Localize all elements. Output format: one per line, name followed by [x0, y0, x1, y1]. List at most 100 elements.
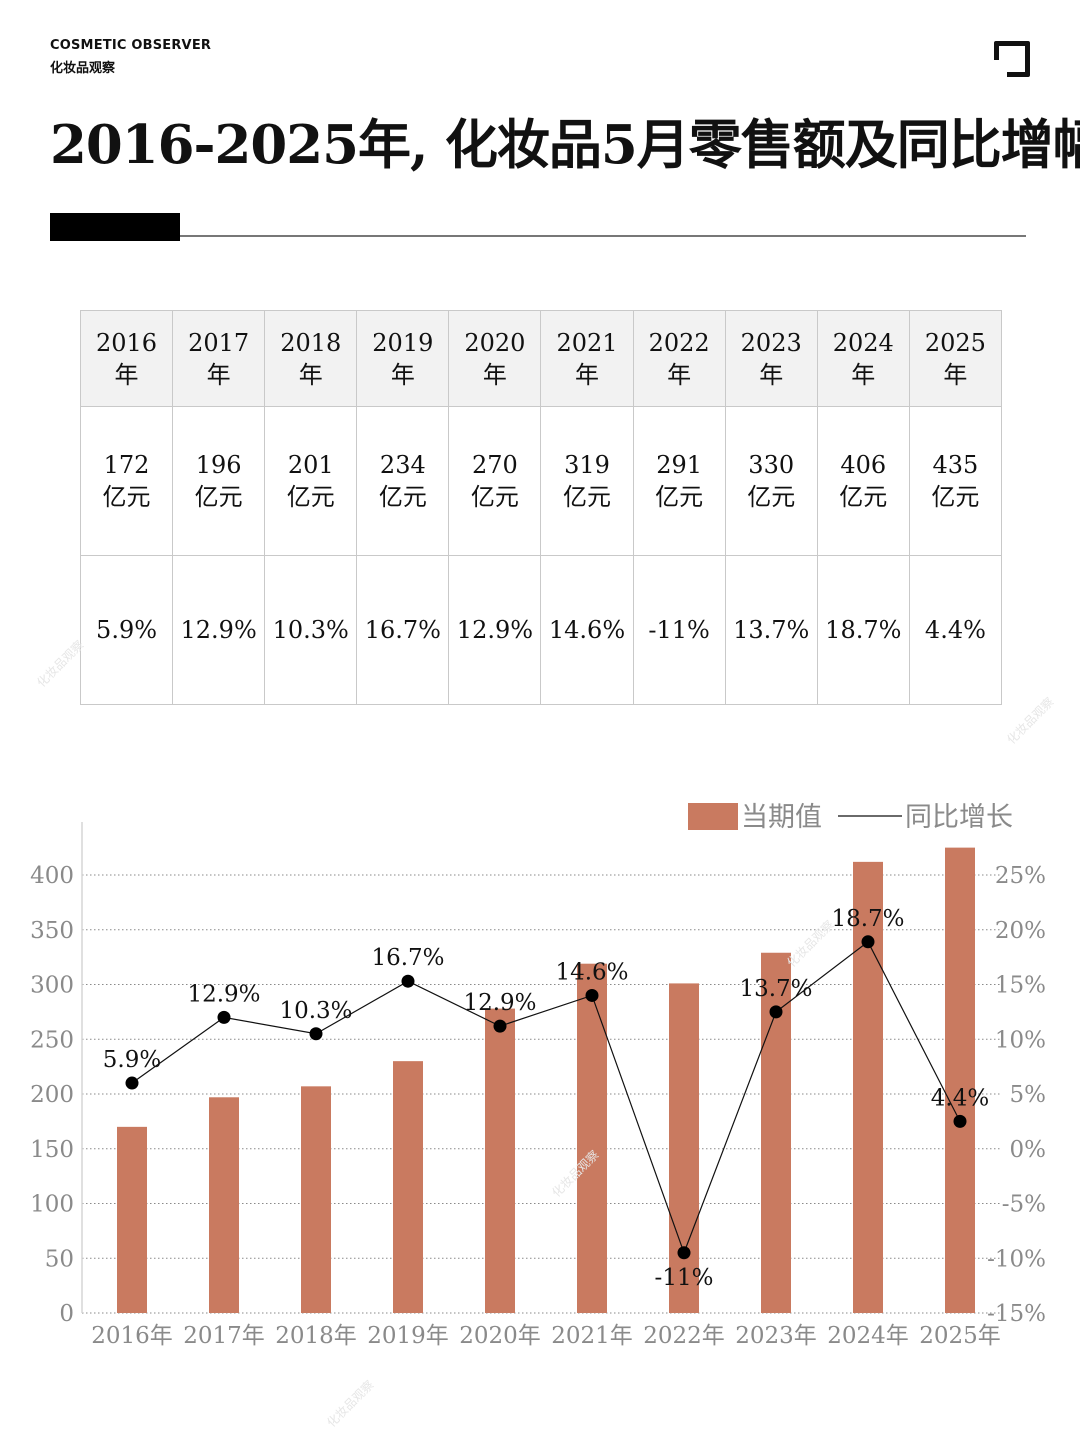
table-sales-row: 172 亿元 196 亿元 201 亿元 234 亿元 270 亿元 319 亿元 291 亿元 330 亿元…: [79, 406, 1003, 556]
bar: [117, 1126, 147, 1313]
title-underline-block: [50, 213, 180, 241]
table-sales-cell: 435 亿元: [908, 406, 1003, 556]
legend-label-bar: 当期值: [741, 802, 822, 833]
right-axis-tick-label: 0%: [1010, 1137, 1047, 1163]
table-year-unit: 年: [114, 360, 139, 389]
growth-data-label: 14.6%: [555, 959, 628, 985]
table-year-value: 2016: [96, 328, 158, 357]
x-axis-tick-label: 2016年: [91, 1323, 173, 1349]
table-year-cell: 2025 年: [908, 310, 1003, 407]
table-growth-cell: 14.6%: [540, 555, 634, 705]
growth-point: [769, 1005, 783, 1019]
growth-point: [493, 1019, 507, 1033]
table-sales-value: 172: [103, 451, 150, 479]
table-growth-cell: 13.7%: [724, 555, 818, 705]
table-growth-cell: 12.9%: [448, 555, 542, 705]
growth-point: [585, 988, 599, 1002]
x-axis-tick-label: 2025年: [919, 1323, 1001, 1349]
table-year-cell: 2017 年: [172, 310, 266, 407]
table-sales-cell: 291 亿元: [632, 406, 726, 556]
table-year-cell: 2018 年: [264, 310, 358, 407]
table-growth-cell: 18.7%: [816, 555, 910, 705]
table-year-value: 2022: [648, 328, 710, 357]
table-sales-unit: 亿元: [194, 483, 243, 511]
left-axis-tick-label: 250: [30, 1027, 74, 1053]
table-year-cell: 2019 年: [356, 310, 450, 407]
table-sales-unit: 亿元: [286, 483, 335, 511]
chart: 5.9% 12.9% 10.3% 16.7% 12.9% 14.6% -11% 13.7% 18…: [30, 802, 1046, 1349]
table-sales-cell: 270 亿元: [448, 406, 542, 556]
table-sales-value: 406: [840, 451, 887, 479]
table-year-unit: 年: [482, 360, 507, 389]
table-year-value: 2019: [372, 328, 434, 357]
x-axis-tick-label: 2019年: [367, 1323, 449, 1349]
right-axis-tick-label: -5%: [1002, 1192, 1046, 1218]
table-sales-unit: 亿元: [378, 483, 427, 511]
bar: [945, 847, 975, 1313]
x-axis-tick-label: 2020年: [459, 1323, 541, 1349]
table-sales-value: 201: [287, 451, 334, 479]
table-year-cell: 2022 年: [632, 310, 726, 407]
table-sales-unit: 亿元: [747, 483, 796, 511]
right-axis-tick-label: -10%: [987, 1246, 1046, 1272]
left-axis-tick-label: 100: [30, 1192, 74, 1218]
left-axis-tick-label: 0: [59, 1301, 74, 1327]
x-axis-ticks: 2016年 2017年 2018年 2019年 2020年 2021年 2022年 2023年…: [91, 1323, 1001, 1349]
table-growth-cell: 4.4%: [908, 555, 1003, 705]
table-sales-cell: 172 亿元: [79, 406, 174, 556]
growth-data-label: 12.9%: [187, 981, 260, 1007]
left-axis-tick-label: 350: [30, 918, 74, 944]
table-year-value: 2024: [832, 328, 894, 357]
bar-series: [117, 847, 975, 1313]
bar: [209, 1097, 239, 1313]
left-axis-tick-label: 50: [45, 1246, 74, 1272]
table-sales-unit: 亿元: [655, 483, 704, 511]
table-sales-value: 319: [564, 451, 610, 479]
growth-data-label: -11%: [655, 1265, 714, 1291]
data-table: 2016 年 2017 年 2018 年 2019 年 2020 年 2021 年 2022 年 2023 年…: [79, 310, 1003, 705]
table-sales-value: 435: [932, 451, 979, 479]
chart-legend: 当期值 同比增长: [688, 802, 1013, 833]
line-series: 5.9% 12.9% 10.3% 16.7% 12.9% 14.6% -11% 13.7% 18…: [103, 906, 989, 1291]
growth-data-label: 10.3%: [279, 998, 352, 1024]
growth-point: [861, 935, 875, 949]
table-year-unit: 年: [206, 360, 231, 389]
table-sales-cell: 196 亿元: [172, 406, 266, 556]
table-year-cell: 2021 年: [540, 310, 634, 407]
title-underline-rule: [180, 235, 1026, 237]
growth-point: [677, 1246, 691, 1260]
table-year-unit: 年: [943, 360, 968, 389]
brand-name-en: COSMETIC OBSERVER: [50, 38, 212, 53]
table-growth-cell: 16.7%: [356, 555, 450, 705]
growth-data-label: 4.4%: [931, 1085, 989, 1111]
bar: [669, 983, 699, 1313]
table-growth-cell: 5.9%: [79, 555, 174, 705]
growth-data-label: 12.9%: [463, 990, 536, 1016]
right-axis-tick-label: 15%: [995, 973, 1046, 999]
table-year-unit: 年: [759, 360, 784, 389]
growth-point: [401, 974, 415, 988]
left-axis-tick-label: 300: [30, 973, 74, 999]
table-sales-unit: 亿元: [931, 483, 980, 511]
table-year-unit: 年: [667, 360, 692, 389]
table-sales-value: 234: [379, 451, 426, 479]
right-axis-tick-label: 10%: [995, 1027, 1046, 1053]
growth-point: [953, 1114, 967, 1128]
right-axis-ticks: -15% -10% -5% 0% 5% 10% 15% 20% 25%: [987, 863, 1046, 1327]
x-axis-tick-label: 2017年: [183, 1323, 265, 1349]
table-header-row: 2016 年 2017 年 2018 年 2019 年 2020 年 2021 年 2022 年 2023 年…: [79, 310, 1003, 407]
table-sales-unit: 亿元: [563, 483, 612, 511]
table-year-value: 2020: [464, 328, 526, 357]
table-sales-value: 330: [748, 451, 795, 479]
growth-data-label: 16.7%: [371, 945, 444, 971]
table-sales-unit: 亿元: [470, 483, 519, 511]
table-year-unit: 年: [390, 360, 415, 389]
table-year-value: 2025: [924, 328, 986, 357]
bar: [577, 963, 607, 1313]
table-year-value: 2017: [188, 328, 250, 357]
growth-data-label: 5.9%: [103, 1047, 161, 1073]
legend-swatch-bar: [688, 803, 738, 830]
right-axis-tick-label: 25%: [995, 863, 1046, 889]
brand-name-cn: 化妆品观察: [50, 61, 116, 76]
watermark: 化妆品观察: [324, 1377, 377, 1431]
